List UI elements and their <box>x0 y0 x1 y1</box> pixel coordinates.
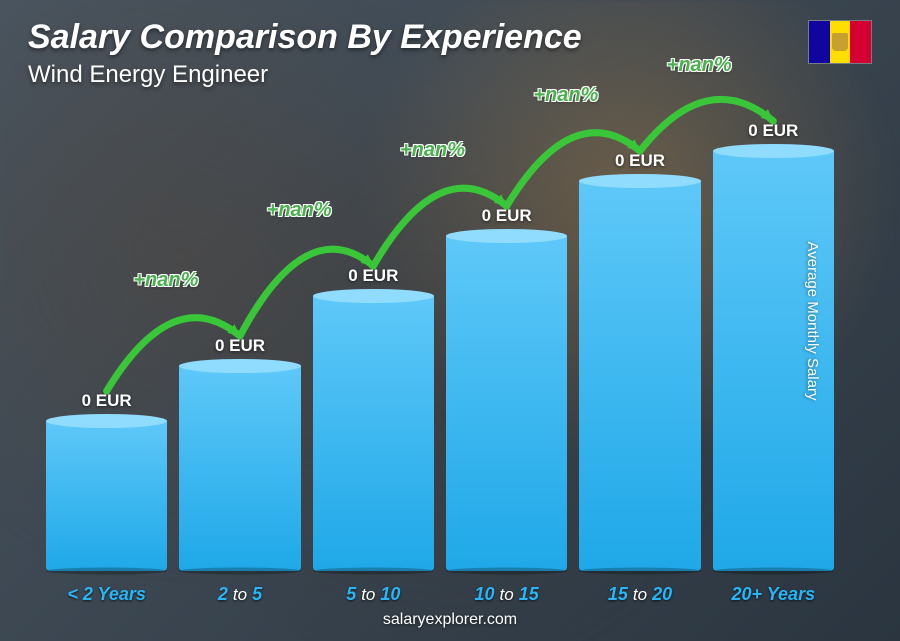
flag-crest-icon <box>832 33 848 51</box>
bar-top-ellipse <box>179 359 300 373</box>
bar-group-0: 0 EUR< 2 Years <box>46 391 167 571</box>
bar-top-ellipse <box>713 144 834 158</box>
bar-bottom-shadow <box>179 568 300 575</box>
bar-value-label: 0 EUR <box>215 336 265 356</box>
arrow-percent-label: +nan% <box>133 269 198 292</box>
bar-front <box>313 296 434 571</box>
category-label: 20+ Years <box>732 584 816 605</box>
bar-bottom-shadow <box>713 568 834 575</box>
bar <box>579 181 700 571</box>
bar-bottom-shadow <box>446 568 567 575</box>
bar-bottom-shadow <box>313 568 434 575</box>
bar-value-label: 0 EUR <box>748 121 798 141</box>
y-axis-label: Average Monthly Salary <box>804 241 821 400</box>
footer-attribution: salaryexplorer.com <box>0 611 900 629</box>
flag-stripe-blue <box>809 21 830 63</box>
country-flag-andorra <box>808 20 872 64</box>
category-label: 5 to 10 <box>346 584 400 605</box>
bar-value-label: 0 EUR <box>82 391 132 411</box>
bar-group-4: 0 EUR15 to 20 <box>579 151 700 571</box>
category-label: 10 to 15 <box>475 584 539 605</box>
bar-front <box>46 421 167 571</box>
bar-top-ellipse <box>46 414 167 428</box>
bar-chart: 0 EUR< 2 Years0 EUR2 to 50 EUR5 to 100 E… <box>40 111 840 571</box>
flag-stripe-red <box>850 21 871 63</box>
bar-top-ellipse <box>446 229 567 243</box>
bar-front <box>179 366 300 571</box>
bar-value-label: 0 EUR <box>615 151 665 171</box>
arrow-percent-label: +nan% <box>267 199 332 222</box>
category-label: 2 to 5 <box>218 584 262 605</box>
bar-group-3: 0 EUR10 to 15 <box>446 206 567 571</box>
page-title: Salary Comparison By Experience <box>28 18 582 57</box>
header: Salary Comparison By Experience Wind Ene… <box>28 18 582 89</box>
bar <box>179 366 300 571</box>
bar-front <box>446 236 567 571</box>
bar-group-2: 0 EUR5 to 10 <box>313 266 434 571</box>
bar-value-label: 0 EUR <box>348 266 398 286</box>
bar <box>46 421 167 571</box>
category-label: 15 to 20 <box>608 584 672 605</box>
bar-group-1: 0 EUR2 to 5 <box>179 336 300 571</box>
bar <box>446 236 567 571</box>
category-label: < 2 Years <box>67 584 146 605</box>
arrow-percent-label: +nan% <box>400 139 465 162</box>
bar-top-ellipse <box>313 289 434 303</box>
bar-bottom-shadow <box>46 568 167 575</box>
bar-front <box>579 181 700 571</box>
bar-top-ellipse <box>579 174 700 188</box>
bar <box>313 296 434 571</box>
bar-bottom-shadow <box>579 568 700 575</box>
bar-value-label: 0 EUR <box>482 206 532 226</box>
page-subtitle: Wind Energy Engineer <box>28 61 582 89</box>
